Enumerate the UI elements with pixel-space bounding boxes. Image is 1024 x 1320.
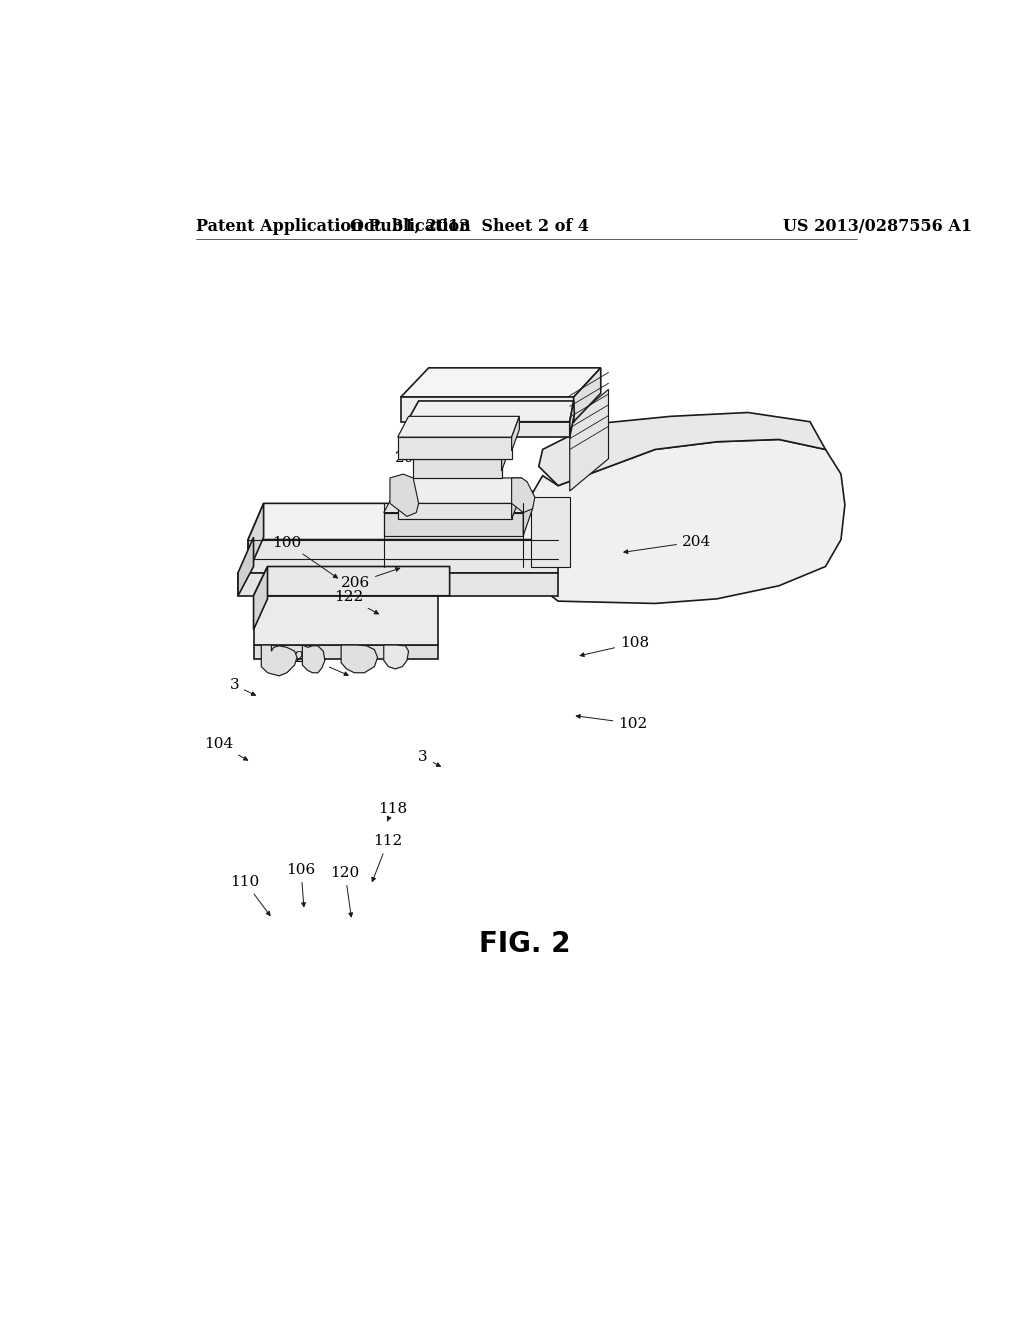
Polygon shape — [254, 566, 450, 595]
Text: 110: 110 — [230, 875, 270, 916]
Polygon shape — [539, 412, 825, 486]
Text: Patent Application Publication: Patent Application Publication — [197, 218, 471, 235]
Polygon shape — [238, 573, 558, 595]
Text: 118: 118 — [378, 801, 408, 821]
Polygon shape — [400, 368, 601, 397]
Polygon shape — [569, 401, 574, 437]
Polygon shape — [254, 566, 267, 630]
Text: 120: 120 — [331, 866, 359, 917]
Polygon shape — [512, 416, 519, 451]
Polygon shape — [341, 645, 378, 673]
Polygon shape — [531, 498, 569, 566]
Polygon shape — [397, 478, 521, 503]
Polygon shape — [390, 474, 419, 516]
Polygon shape — [302, 645, 325, 673]
Polygon shape — [248, 503, 558, 540]
Polygon shape — [502, 437, 509, 471]
Polygon shape — [248, 540, 558, 573]
Polygon shape — [407, 401, 573, 422]
Text: 104: 104 — [205, 737, 248, 760]
Polygon shape — [527, 440, 845, 603]
Text: 3: 3 — [229, 678, 255, 696]
Text: 106: 106 — [287, 863, 315, 907]
Text: 108: 108 — [581, 636, 649, 656]
Text: FIG. 2: FIG. 2 — [479, 929, 570, 958]
Text: 206: 206 — [341, 568, 399, 590]
Polygon shape — [407, 422, 569, 437]
Text: 3: 3 — [419, 750, 440, 767]
Polygon shape — [384, 491, 532, 512]
Text: 200: 200 — [295, 652, 348, 676]
Text: 202: 202 — [395, 451, 449, 479]
Text: Oct. 31, 2013  Sheet 2 of 4: Oct. 31, 2013 Sheet 2 of 4 — [349, 218, 589, 235]
Polygon shape — [512, 478, 521, 519]
Polygon shape — [384, 512, 523, 536]
Polygon shape — [523, 491, 532, 536]
Polygon shape — [254, 595, 438, 645]
Polygon shape — [384, 645, 409, 669]
Polygon shape — [397, 437, 512, 459]
Text: 100: 100 — [271, 536, 338, 578]
Polygon shape — [569, 389, 608, 491]
Text: 102: 102 — [577, 714, 648, 730]
Polygon shape — [248, 503, 263, 573]
Polygon shape — [261, 645, 297, 676]
Text: 112: 112 — [372, 834, 402, 882]
Text: 122: 122 — [334, 590, 379, 614]
Polygon shape — [397, 416, 519, 437]
Polygon shape — [512, 478, 535, 512]
Text: US 2013/0287556 A1: US 2013/0287556 A1 — [783, 218, 972, 235]
Polygon shape — [573, 368, 601, 422]
Polygon shape — [414, 459, 502, 478]
Text: 204: 204 — [624, 535, 712, 553]
Polygon shape — [238, 537, 254, 595]
Polygon shape — [414, 437, 509, 459]
Polygon shape — [397, 503, 512, 519]
Polygon shape — [400, 397, 573, 422]
Polygon shape — [254, 645, 438, 659]
